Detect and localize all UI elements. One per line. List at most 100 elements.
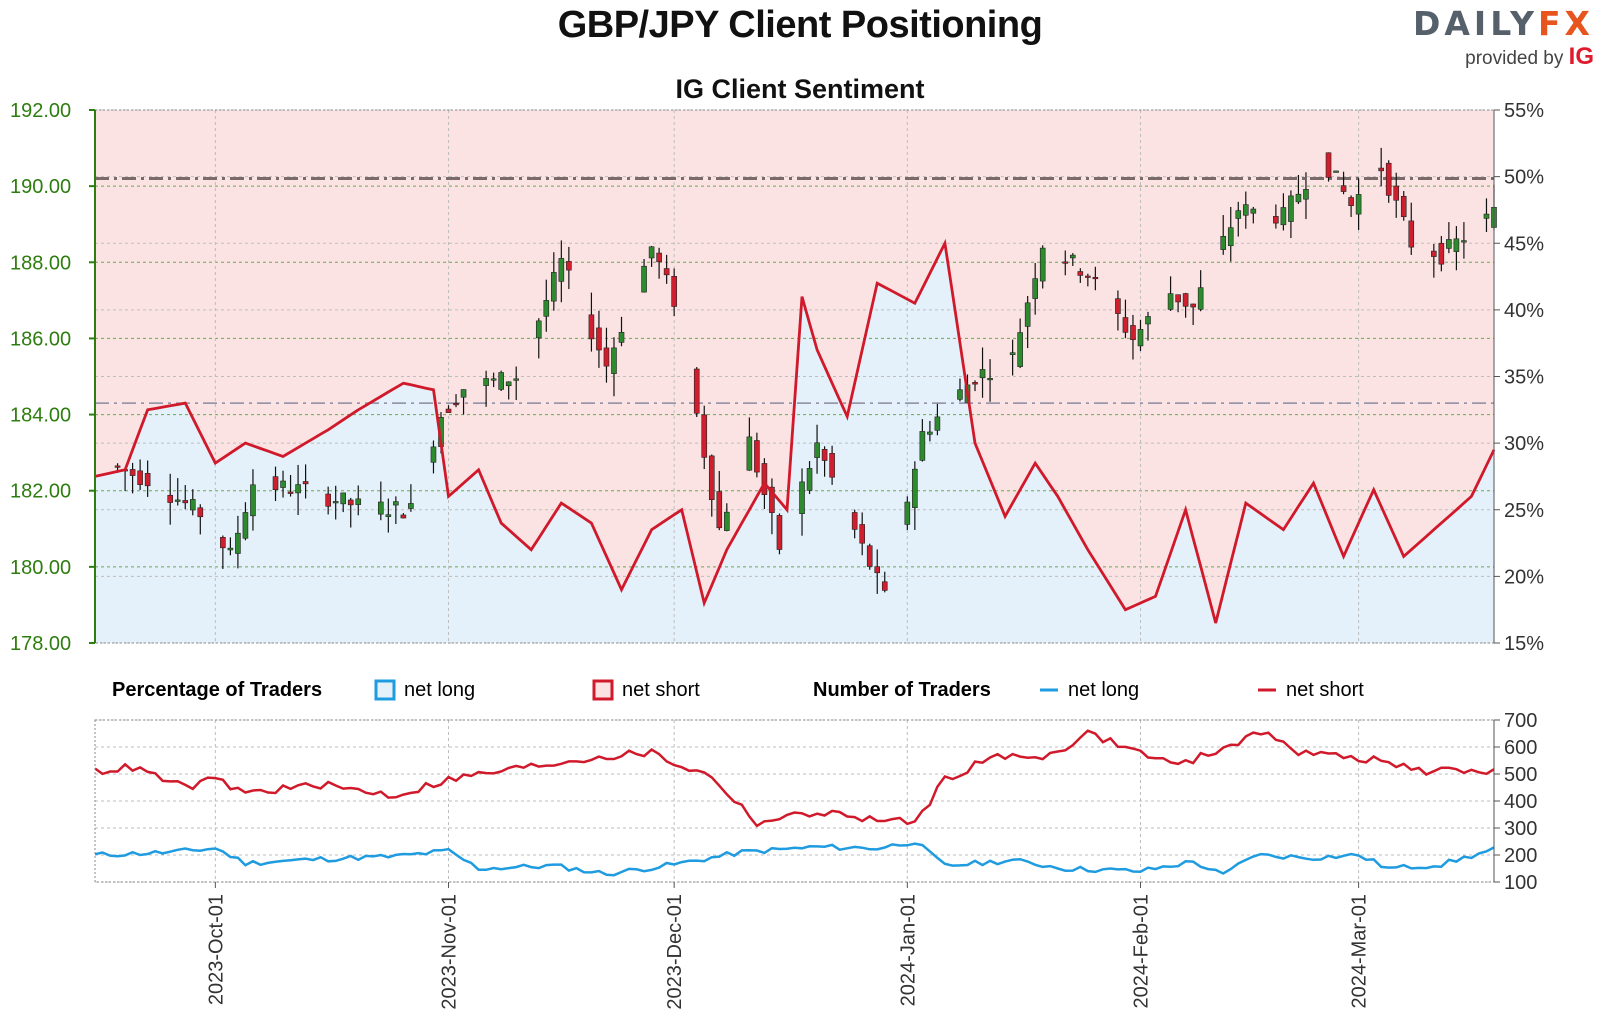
logo-daily: DAILY [1413, 4, 1538, 43]
count-tick-label: 300 [1504, 818, 1537, 840]
bull-candle [1227, 227, 1234, 247]
bull-candle [1483, 213, 1490, 219]
bear-candle [1077, 271, 1084, 276]
bull-candle [746, 436, 753, 471]
price-tick-label: 180.00 [10, 557, 71, 579]
legend-pct-long-swatch [374, 679, 396, 701]
bull-candle [934, 416, 941, 431]
bear-candle [874, 566, 881, 574]
chart-subtitle: IG Client Sentiment [675, 74, 925, 104]
bull-candle [618, 332, 625, 343]
price-tick-label: 186.00 [10, 328, 71, 350]
bear-candle [859, 524, 865, 544]
count-tick-label: 100 [1504, 872, 1537, 894]
bull-candle [242, 512, 249, 539]
bull-candle [498, 372, 504, 390]
bull-candle [1069, 254, 1076, 259]
price-tick-label: 188.00 [10, 252, 71, 274]
bear-candle [693, 368, 700, 414]
bear-candle [129, 469, 136, 476]
x-tick-label: 2023-Nov-01 [439, 894, 461, 1010]
bear-candle [445, 408, 452, 413]
bull-candle [490, 378, 497, 381]
bull-candle [558, 258, 565, 282]
bull-candle [543, 300, 550, 317]
pct-tick-label: 45% [1504, 233, 1544, 255]
bull-candle [724, 511, 730, 531]
bear-candle [1431, 250, 1437, 257]
bull-candle [460, 389, 467, 398]
logo-provided: provided by [1465, 48, 1564, 69]
bull-candle [979, 369, 986, 379]
bull-candle [806, 468, 813, 491]
price-tick-label: 178.00 [10, 633, 71, 655]
bear-candle [1325, 152, 1332, 178]
bear-candle [1122, 317, 1129, 333]
logo-ig: IG [1568, 43, 1594, 70]
bear-candle [1408, 220, 1415, 248]
price-sentiment-panel: 178.00 180.00 182.00 184.00 186.00 188.00 190.… [10, 100, 1544, 655]
bull-candle [904, 501, 911, 525]
bull-candle [340, 492, 347, 505]
bear-candle [272, 476, 279, 490]
bear-candle [776, 515, 783, 550]
bull-candle [1242, 204, 1249, 216]
count-tick-label: 500 [1504, 764, 1537, 786]
bear-candle [197, 507, 204, 518]
bull-candle [814, 442, 820, 458]
bull-candle [1009, 352, 1016, 355]
x-tick-label: 2023-Dec-01 [664, 894, 686, 1010]
bull-candle [280, 480, 286, 488]
bull-candle [1280, 207, 1287, 226]
bull-candle [611, 347, 617, 374]
bear-candle [603, 347, 610, 367]
bear-candle [1385, 162, 1392, 196]
bear-candle [347, 499, 354, 506]
legend-num-short: net short [1286, 679, 1364, 701]
bull-candle [393, 501, 399, 506]
bear-candle [1115, 298, 1121, 314]
price-tick-label: 182.00 [10, 481, 71, 503]
bear-candle [1092, 276, 1099, 280]
bear-candle [1190, 303, 1196, 308]
bear-candle [769, 486, 775, 513]
bull-candle [1461, 240, 1467, 243]
net-short-count-line [94, 729, 1495, 828]
bear-candle [716, 491, 723, 529]
bear-candle [663, 268, 670, 276]
bull-candle [505, 381, 512, 387]
price-tick-label: 184.00 [10, 405, 71, 427]
bull-candle [250, 484, 256, 517]
bear-candle [220, 537, 226, 549]
pct-tick-label: 55% [1504, 100, 1544, 122]
bull-candle [912, 468, 918, 508]
bull-candle [355, 498, 362, 505]
x-tick-label: 2023-Oct-01 [205, 894, 227, 1005]
net-short-pct-line [94, 238, 1496, 624]
bear-candle [1348, 197, 1354, 206]
bull-candle [1355, 194, 1362, 215]
legend-pct-short-swatch [592, 679, 614, 701]
net-long-area [95, 243, 1494, 644]
bear-candle [1273, 216, 1279, 224]
bear-candle [302, 481, 309, 485]
bear-candle [453, 403, 459, 406]
bull-candle [1167, 293, 1174, 310]
bear-candle [1340, 185, 1347, 192]
bull-candle [295, 484, 301, 494]
bull-candle [1288, 195, 1294, 222]
pct-tick-label: 30% [1504, 433, 1544, 455]
bear-candle [708, 455, 715, 501]
pct-tick-label: 25% [1504, 500, 1544, 522]
count-tick-label: 700 [1504, 710, 1537, 732]
bear-candle [596, 327, 602, 351]
bull-candle [1333, 170, 1339, 173]
bear-candle [754, 440, 760, 473]
bear-candle [1175, 294, 1181, 303]
bull-candle [641, 265, 647, 293]
bear-candle [137, 470, 143, 485]
bear-candle [1182, 293, 1189, 307]
bear-candle [1130, 325, 1136, 341]
bear-candle [566, 261, 572, 271]
